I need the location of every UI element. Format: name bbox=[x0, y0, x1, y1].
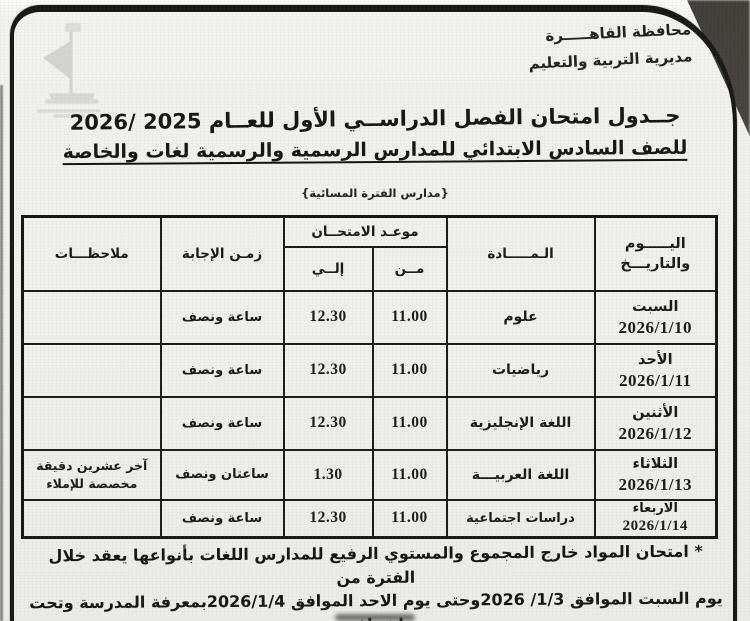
subject-cell: اللغة العربيـــة bbox=[445, 448, 596, 501]
from-cell: 11.00 bbox=[371, 498, 448, 539]
day-date-cell: الاربعاء 2026/1/14 bbox=[593, 498, 718, 539]
from-cell: 11.00 bbox=[371, 395, 448, 451]
subject-cell: علوم bbox=[445, 289, 596, 345]
from-cell: 11.00 bbox=[371, 289, 448, 345]
table-row: السبت 2026/1/10 علوم 11.00 12.30 ساعة ون… bbox=[21, 289, 718, 345]
col-header-exam-time: موعـد الامتحــان bbox=[282, 215, 448, 248]
to-cell: 12.30 bbox=[282, 342, 374, 398]
day-date-cell: الثلاثاء 2026/1/13 bbox=[593, 448, 718, 501]
scan-edge-line bbox=[0, 85, 3, 621]
day-date-cell: السبت 2026/1/10 bbox=[593, 289, 718, 345]
from-cell: 11.00 bbox=[371, 448, 448, 501]
duration-cell: ساعة ونصف bbox=[159, 395, 285, 451]
to-cell: 1.30 bbox=[282, 448, 374, 501]
col-header-subject: الـمـــــادة bbox=[445, 215, 596, 292]
document-subtitle: للصف السادس الابتدائي للمدارس الرسمية وا… bbox=[62, 136, 688, 164]
note-cell bbox=[21, 289, 162, 345]
day-date-cell: الأحد 2026/1/11 bbox=[593, 342, 718, 398]
footnote: * امتحان المواد خارج المجموع والمستوي ال… bbox=[28, 540, 725, 621]
day-date-cell: الأثنين 2026/1/12 bbox=[593, 395, 718, 451]
table-row: الأحد 2026/1/11 رياضيات 11.00 12.30 ساعة… bbox=[21, 342, 718, 398]
duration-cell: ساعة ونصف bbox=[159, 342, 285, 398]
cut-off-text-mark bbox=[335, 614, 415, 621]
col-header-to: إلــي bbox=[282, 245, 374, 292]
duration-cell: ساعة ونصف bbox=[159, 498, 285, 539]
issuing-authority: محافظة القاهـــــرة مديرية التربية والتع… bbox=[527, 16, 693, 77]
note-cell bbox=[21, 342, 162, 398]
table-row: الثلاثاء 2026/1/13 اللغة العربيـــة 11.0… bbox=[21, 448, 718, 501]
note-cell: آخر عشرين دقيقة مخصصة للإملاء bbox=[21, 448, 162, 501]
duration-cell: ساعتان ونصف bbox=[159, 448, 285, 501]
subject-cell: اللغة الإنجليزية bbox=[445, 395, 596, 451]
col-header-duration: زمـن الإجابة bbox=[159, 215, 285, 292]
evening-period-note: {مدارس الفترة المسائية} bbox=[301, 186, 449, 200]
duration-cell: ساعة ونصف bbox=[159, 289, 285, 345]
col-header-day-date: اليـــــوم والتاريـــخ bbox=[593, 215, 718, 292]
subject-cell: دراسات اجتماعية bbox=[445, 498, 596, 539]
cairo-governorate-emblem-icon bbox=[37, 23, 101, 118]
exam-schedule-table: اليـــــوم والتاريـــخ الـمـــــادة موعـ… bbox=[21, 215, 719, 539]
table-row: الأثنين 2026/1/12 اللغة الإنجليزية 11.00… bbox=[21, 395, 718, 451]
col-header-from: مــن bbox=[371, 245, 448, 292]
to-cell: 12.30 bbox=[282, 395, 374, 451]
to-cell: 12.30 bbox=[282, 498, 374, 539]
table-row: الاربعاء 2026/1/14 دراسات اجتماعية 11.00… bbox=[21, 498, 718, 539]
from-cell: 11.00 bbox=[371, 342, 448, 398]
col-header-notes: ملاحظـــات bbox=[21, 215, 162, 292]
note-cell bbox=[21, 395, 162, 451]
footnote-line-1: * امتحان المواد خارج المجموع والمستوي ال… bbox=[48, 541, 703, 587]
subject-cell: رياضيات bbox=[445, 342, 596, 398]
note-cell bbox=[21, 498, 162, 539]
document-border-frame bbox=[10, 5, 737, 621]
to-cell: 12.30 bbox=[282, 289, 374, 345]
